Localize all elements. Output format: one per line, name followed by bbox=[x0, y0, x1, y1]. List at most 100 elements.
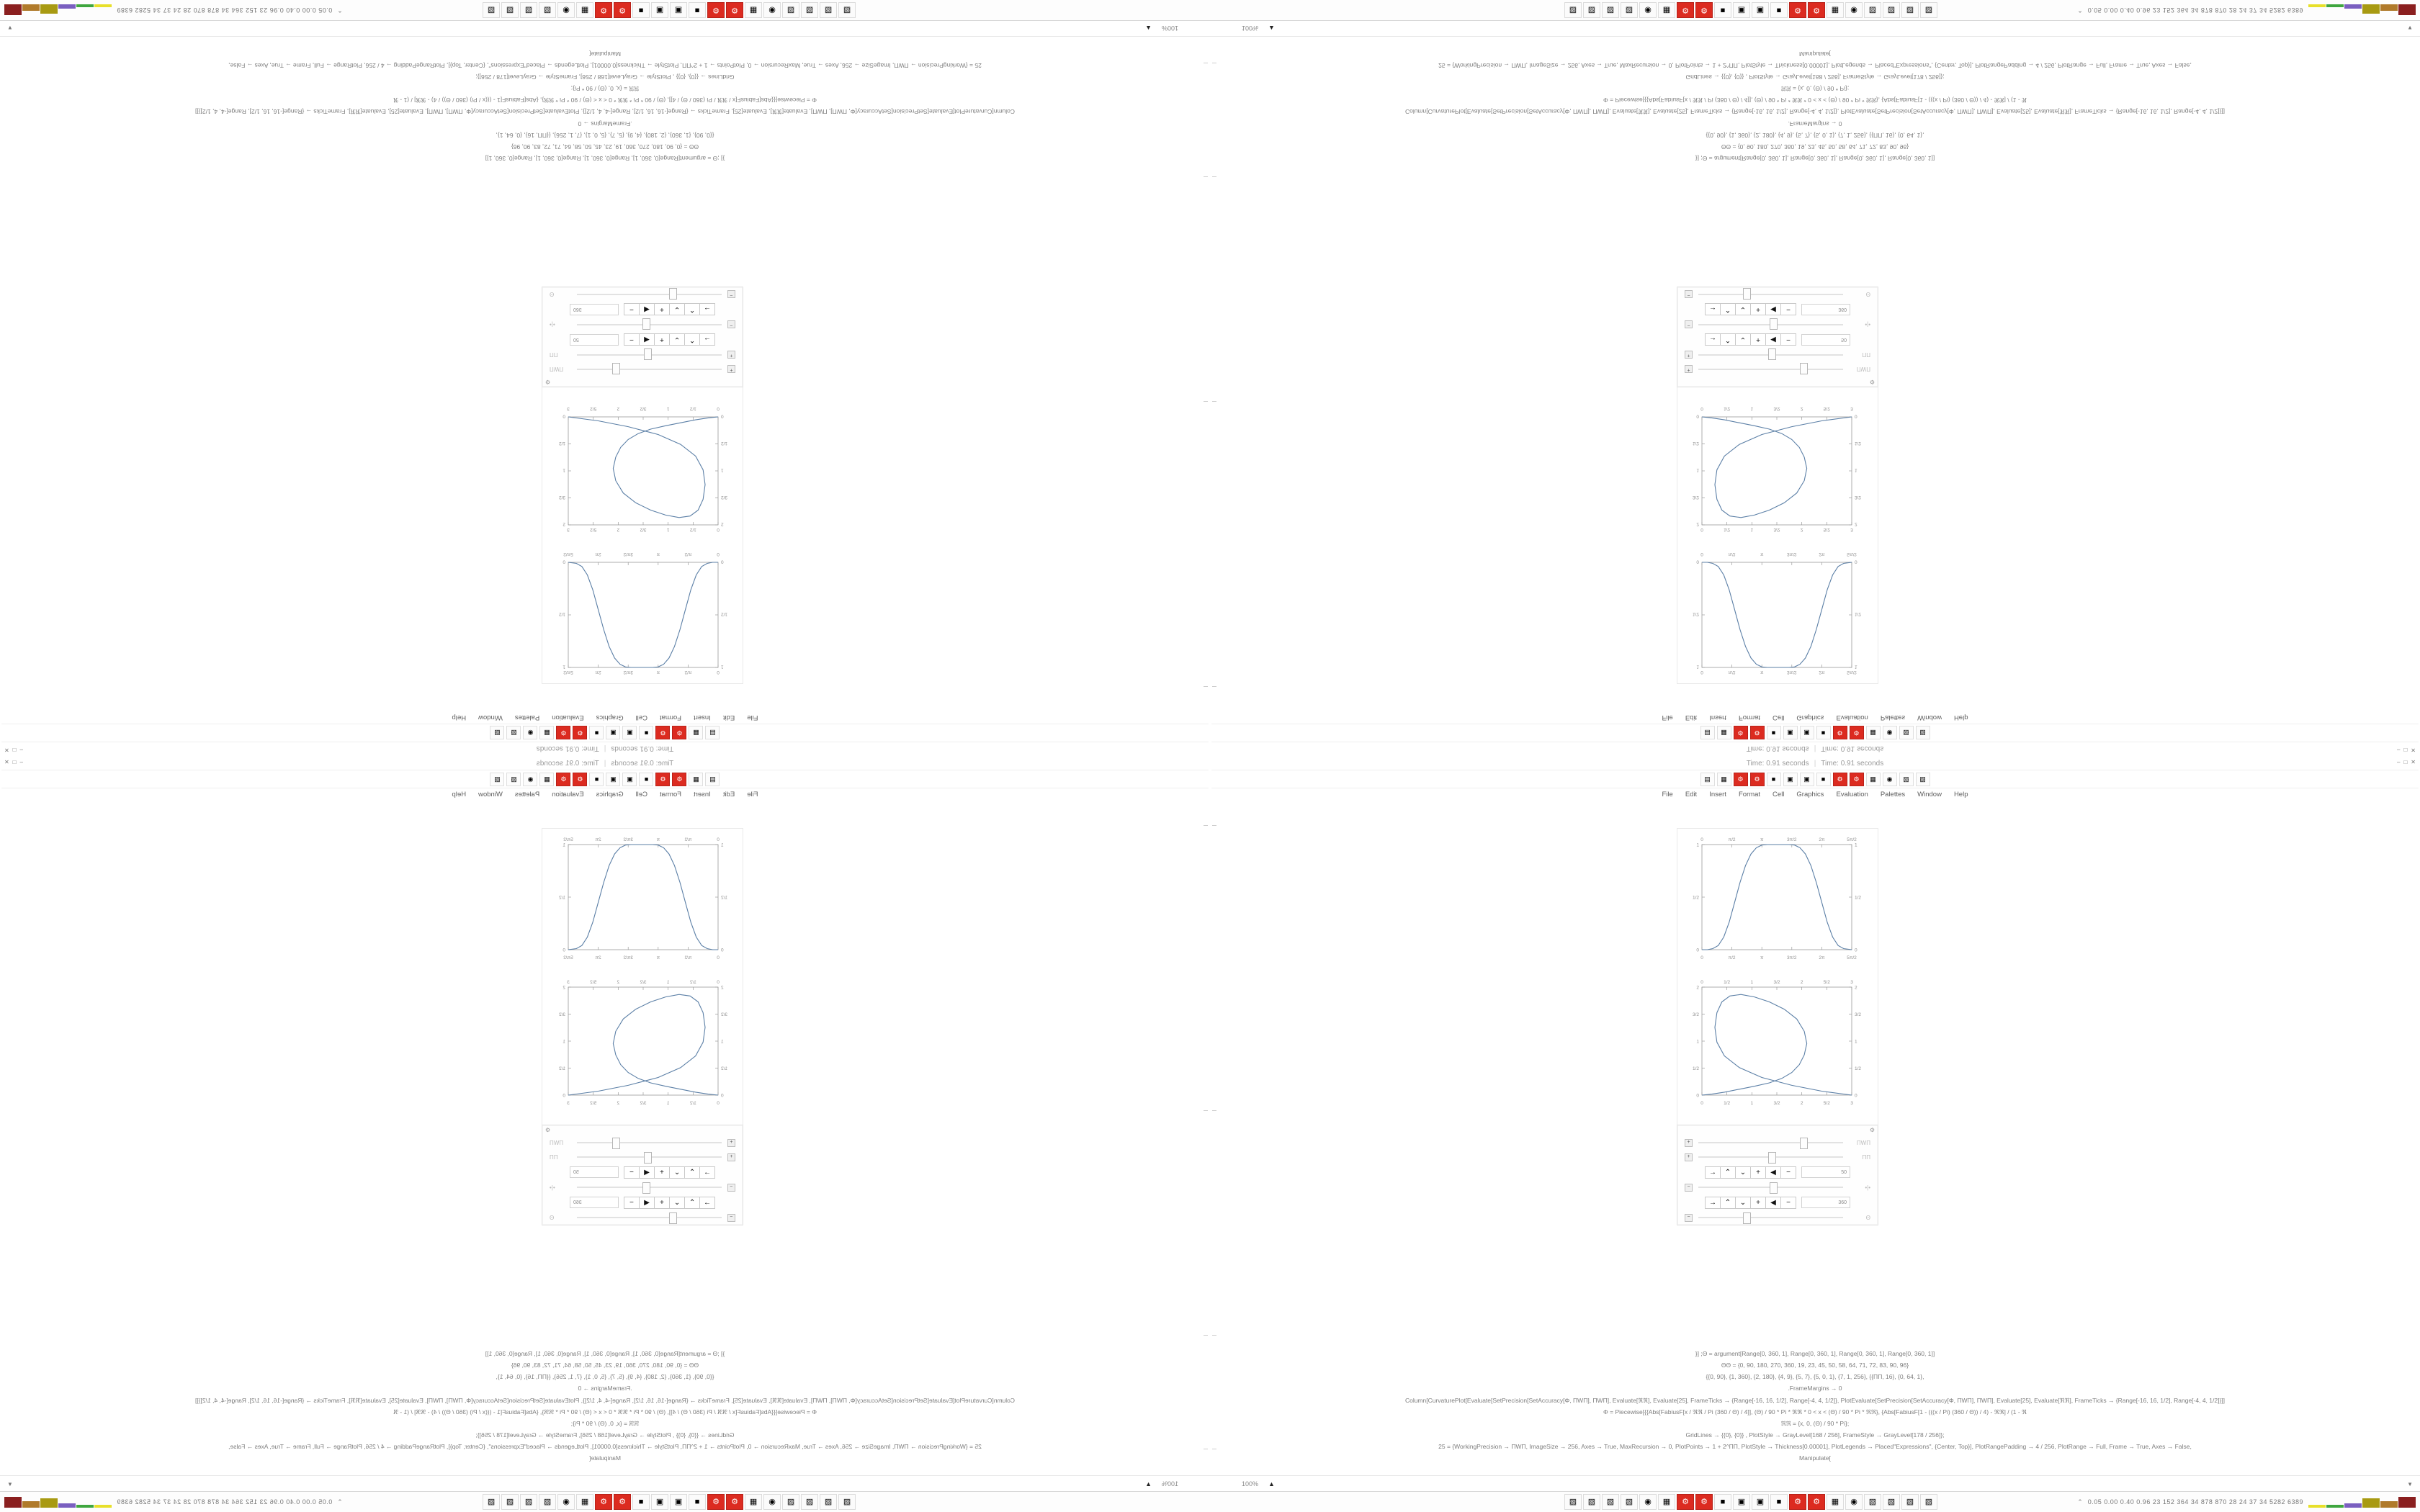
open-icon[interactable]: ▦ bbox=[1865, 726, 1881, 740]
taskbar-gear-icon[interactable]: ⚙ bbox=[595, 2, 612, 18]
control-row[interactable]: − •|• bbox=[1677, 318, 1878, 332]
animation-button-row[interactable]: → ⌃ ⌄ + ◀ −50 bbox=[1677, 1164, 1878, 1180]
increment-button[interactable]: + bbox=[654, 333, 670, 346]
menu-bar[interactable]: File Edit Insert Format Cell Graphics Evaluati… bbox=[1, 788, 1209, 800]
terminal-icon[interactable]: ▣ bbox=[606, 772, 621, 786]
slider-thumb[interactable] bbox=[612, 1138, 621, 1149]
save-icon[interactable]: ■ bbox=[589, 726, 604, 740]
slider-expand-icon[interactable]: − bbox=[1685, 1183, 1693, 1192]
value-field[interactable]: 50 bbox=[570, 334, 619, 346]
play-button[interactable]: ◀ bbox=[639, 1196, 655, 1209]
menu-item-cell[interactable]: Cell bbox=[635, 790, 647, 798]
taskbar-gear-icon[interactable]: ⚙ bbox=[1808, 1494, 1825, 1510]
menu-item-cell[interactable]: Cell bbox=[635, 714, 647, 722]
slider-nwn[interactable] bbox=[1698, 1138, 1843, 1149]
menu-item-file[interactable]: File bbox=[1662, 790, 1673, 798]
slider-expand-icon[interactable]: + bbox=[727, 351, 735, 359]
slider-theta[interactable] bbox=[577, 288, 722, 300]
slider-theta[interactable] bbox=[1698, 1212, 1843, 1224]
taskbar-save-icon[interactable]: ■ bbox=[689, 2, 706, 18]
controls-stack[interactable]: + ΠWΠ + ΠΠ → ⌃ ⌄ + ◀ −50− •|• → ⌃ ⌄ + ◀ −360− Θ bbox=[542, 287, 743, 377]
code-line[interactable]: GridLines → {{0}, {0}} , PlotStyle → Gra… bbox=[475, 73, 735, 81]
notebook-toolbar[interactable]: ▤ ▦ ⚙ ⚙ ■ ▣ ▣ ■ ⚙ ⚙ ▦ ◉ ▧ ▧ bbox=[1211, 770, 2419, 788]
slider-expand-icon[interactable]: − bbox=[1685, 1213, 1693, 1222]
taskbar-doc-icon[interactable]: ▧ bbox=[539, 1494, 556, 1510]
code-line[interactable]: ℜℜ = {x, 0, (Θ) / 90 * Pi}; bbox=[1780, 1419, 1850, 1427]
close-icon[interactable]: ✕ bbox=[4, 759, 9, 765]
code-line[interactable]: }] ;Θ = argument[Range[0, 360, 1], Range… bbox=[1695, 155, 1935, 162]
zoom-strip[interactable]: 100% ▲ ▼ bbox=[1210, 20, 2420, 37]
tray-expand-icon[interactable]: ⌃ bbox=[2077, 1498, 2083, 1506]
code-line[interactable]: Column[CurvaturePlot[Evaluate[SetPrecisi… bbox=[1404, 108, 2226, 116]
doc-icon[interactable]: ▧ bbox=[490, 726, 505, 740]
tray-expand-icon[interactable]: ⌃ bbox=[337, 1498, 343, 1506]
step-down-button[interactable]: ⌄ bbox=[1735, 1196, 1751, 1209]
browser-icon[interactable]: ◉ bbox=[523, 772, 538, 786]
open-icon[interactable]: ▦ bbox=[539, 726, 555, 740]
menu-item-palettes[interactable]: Palettes bbox=[1880, 790, 1906, 798]
menu-item-edit[interactable]: Edit bbox=[1685, 714, 1698, 722]
slider-thumb[interactable] bbox=[1743, 288, 1752, 300]
slider-thumb[interactable] bbox=[612, 363, 621, 374]
taskbar-terminal-icon[interactable]: ▣ bbox=[1733, 1494, 1750, 1510]
zoom-up-triangle-icon[interactable]: ▲ bbox=[1145, 1480, 1152, 1488]
open-icon[interactable]: ▦ bbox=[689, 772, 704, 786]
slider-expand-icon[interactable]: + bbox=[1685, 365, 1693, 374]
save-icon[interactable]: ■ bbox=[589, 772, 604, 786]
zoom-strip[interactable]: 100% ▲ ▼ bbox=[1210, 1475, 2420, 1492]
taskbar-terminal-icon[interactable]: ▣ bbox=[1733, 2, 1750, 18]
code-line[interactable]: }] ;Θ = argument[Range[0, 360, 1], Range… bbox=[485, 155, 725, 162]
doc-icon[interactable]: ▧ bbox=[490, 772, 505, 786]
taskbar-doc-icon[interactable]: ▧ bbox=[782, 2, 799, 18]
menu-item-format[interactable]: Format bbox=[659, 790, 682, 798]
code-line[interactable]: Manipulate[ bbox=[589, 50, 621, 58]
menu-bar[interactable]: File Edit Insert Format Cell Graphics Evaluati… bbox=[1211, 788, 2419, 800]
notebook-toolbar[interactable]: ▤ ▦ ⚙ ⚙ ■ ▣ ▣ ■ ⚙ ⚙ ▦ ◉ ▧ ▧ bbox=[1211, 724, 2419, 742]
decrement-button[interactable]: − bbox=[1780, 333, 1796, 346]
close-icon[interactable]: ✕ bbox=[2411, 759, 2416, 765]
menu-item-graphics[interactable]: Graphics bbox=[596, 790, 624, 798]
code-line[interactable]: ΘΘ = {0, 90, 180, 270, 360, 19, 23, 45, … bbox=[1721, 1362, 1909, 1369]
control-row[interactable]: + ΠΠ bbox=[542, 348, 743, 362]
taskbar-save-icon[interactable]: ■ bbox=[1714, 2, 1731, 18]
minimize-icon[interactable]: – bbox=[2397, 747, 2401, 753]
taskbar-open-icon[interactable]: ▦ bbox=[576, 2, 593, 18]
slider-thumb[interactable] bbox=[1799, 363, 1808, 374]
zoom-collapse-icon[interactable]: ▼ bbox=[2407, 1480, 2413, 1488]
minimize-icon[interactable]: – bbox=[2397, 759, 2401, 765]
menu-item-help[interactable]: Help bbox=[452, 790, 467, 798]
play-button[interactable]: ◀ bbox=[639, 333, 655, 346]
wolfram-gear-icon[interactable]: ⚙ bbox=[556, 772, 571, 786]
step-up-button[interactable]: ⌃ bbox=[684, 1166, 700, 1179]
code-cell[interactable]: }] ;Θ = argument[Range[0, 360, 1], Range… bbox=[1211, 48, 2419, 164]
open-icon[interactable]: ▦ bbox=[689, 726, 704, 740]
code-line[interactable]: ℜℜ = {x, 0, (Θ) / 90 * Pi}; bbox=[570, 1419, 640, 1427]
taskbar-doc-icon[interactable]: ▧ bbox=[1583, 1494, 1600, 1510]
menu-item-evaluation[interactable]: Evaluation bbox=[552, 790, 584, 798]
menu-item-file[interactable]: File bbox=[1662, 714, 1673, 722]
terminal-icon[interactable]: ▣ bbox=[622, 772, 637, 786]
animation-button-row[interactable]: → ⌃ ⌄ + ◀ −50 bbox=[542, 1164, 743, 1180]
code-line[interactable]: Manipulate[ bbox=[1799, 50, 1831, 58]
reset-button[interactable]: → bbox=[699, 1196, 715, 1209]
control-row[interactable]: + ΠWΠ bbox=[1677, 362, 1878, 377]
play-button[interactable]: ◀ bbox=[1765, 1196, 1781, 1209]
open-icon[interactable]: ▦ bbox=[1716, 772, 1731, 786]
code-line[interactable]: .FrameMargins → 0 bbox=[1788, 1385, 1842, 1392]
code-line[interactable]: .FrameMargins → 0 bbox=[578, 1385, 632, 1392]
manipulate-controls-top[interactable]: ⚙ + ΠWΠ + ΠΠ → ⌃ ⌄ + ◀ −50− •|• → ⌃ ⌄ + ◀ −360− Θ bbox=[542, 1125, 743, 1225]
zoom-level[interactable]: 100% bbox=[1161, 24, 1178, 32]
taskbar-gear-icon[interactable]: ⚙ bbox=[614, 1494, 631, 1510]
browser-icon[interactable]: ◉ bbox=[1882, 726, 1897, 740]
decrement-button[interactable]: − bbox=[624, 1166, 640, 1179]
reset-button[interactable]: → bbox=[1705, 303, 1721, 316]
taskbar-doc-icon[interactable]: ▧ bbox=[820, 1494, 837, 1510]
system-tray[interactable]: ⌃ 0.05 0.00 0.40 0.96 23 152 364 34 878 … bbox=[2077, 4, 2420, 16]
taskbar-gear-icon[interactable]: ⚙ bbox=[1808, 2, 1825, 18]
doc-icon[interactable]: ▧ bbox=[506, 726, 521, 740]
animation-button-row[interactable]: → ⌃ ⌄ + ◀ −360 bbox=[542, 1194, 743, 1210]
zoom-level[interactable]: 100% bbox=[1242, 1480, 1259, 1488]
control-row[interactable]: + ΠWΠ bbox=[542, 1135, 743, 1150]
slider-thumb[interactable] bbox=[642, 1182, 651, 1194]
reset-button[interactable]: → bbox=[1705, 1196, 1721, 1209]
